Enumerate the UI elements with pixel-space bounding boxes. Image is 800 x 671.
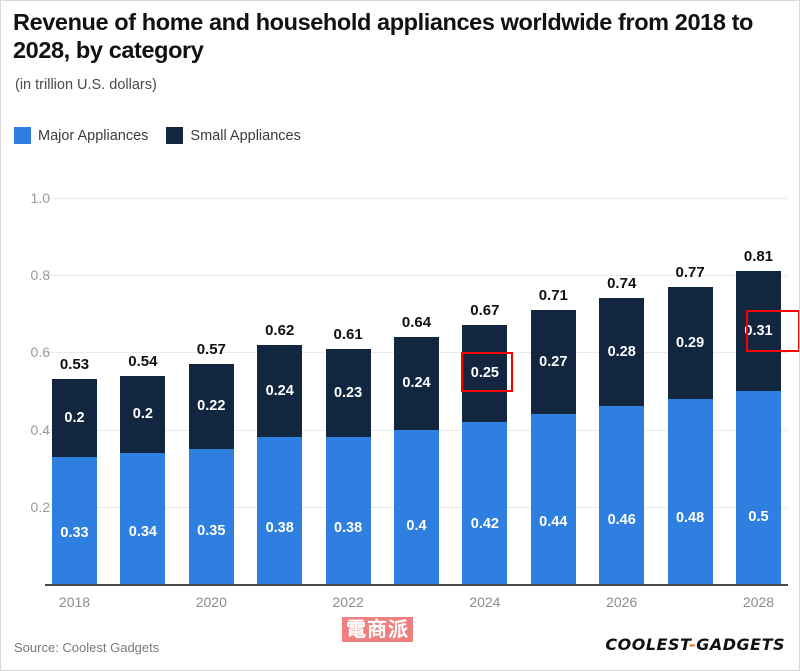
bar-total-label: 0.71 xyxy=(538,286,568,304)
bar-segment-major-appliances[interactable]: 0.4 xyxy=(394,429,439,584)
bar-group[interactable]: 0.48 0.29 0.77 xyxy=(667,264,713,584)
bar-total-label: 0.67 xyxy=(470,302,500,320)
bar-value-label: 0.29 xyxy=(675,334,705,351)
bar-segment-major-appliances[interactable]: 0.48 xyxy=(667,398,713,584)
bar-segment-major-appliances[interactable]: 0.33 xyxy=(52,456,97,584)
bar-segment-small-appliances[interactable]: 0.28 xyxy=(599,298,645,407)
bar-group[interactable]: 0.34 0.2 0.54 xyxy=(120,353,166,584)
bar-value-label: 0.42 xyxy=(470,516,499,533)
bar-group[interactable]: 0.46 0.28 0.74 xyxy=(599,275,645,584)
bar-segment-major-appliances[interactable]: 0.46 xyxy=(599,406,645,584)
bar-total-label: 0.77 xyxy=(675,263,705,281)
bar-group[interactable]: 0.35 0.22 0.57 xyxy=(188,341,234,584)
chart-legend: Major Appliances Small Appliances xyxy=(14,127,301,144)
bar-segment-small-appliances[interactable]: 0.2 xyxy=(120,375,166,453)
bar-value-label: 0.33 xyxy=(60,524,89,541)
chart-subtitle: (in trillion U.S. dollars) xyxy=(15,77,157,94)
bar-segment-major-appliances[interactable]: 0.44 xyxy=(530,414,576,584)
x-axis-tick-label: 2022 xyxy=(332,594,364,610)
bar-value-label: 0.35 xyxy=(197,522,226,539)
bar-segment-small-appliances[interactable]: 0.29 xyxy=(667,286,713,399)
legend-item-2[interactable]: Small Appliances xyxy=(166,127,301,144)
bar-value-label: 0.5 xyxy=(748,508,769,525)
bar-value-label: 0.48 xyxy=(675,510,705,527)
x-axis-tick-label: 2024 xyxy=(469,594,501,610)
gridline xyxy=(45,198,788,199)
bar-group[interactable]: 0.42 0.25 0.67 xyxy=(462,302,508,584)
bar-segment-small-appliances[interactable]: 0.27 xyxy=(530,309,576,415)
bar-total-label: 0.74 xyxy=(607,275,637,293)
bar-segment-major-appliances[interactable]: 0.5 xyxy=(736,391,781,584)
bar-segment-small-appliances[interactable]: 0.23 xyxy=(325,348,371,438)
bar-total-label: 0.54 xyxy=(128,352,158,370)
page-title: Revenue of home and household appliances… xyxy=(13,9,753,63)
bar-value-label: 0.23 xyxy=(333,384,363,401)
chart-header: Revenue of home and household appliances… xyxy=(13,9,789,93)
legend-label: Small Appliances xyxy=(190,127,301,144)
legend-item-1[interactable]: Major Appliances xyxy=(14,127,148,144)
bar-segment-major-appliances[interactable]: 0.38 xyxy=(257,437,303,584)
y-axis-tick-label: 0.6 xyxy=(30,344,50,361)
bar-value-label: 0.4 xyxy=(406,518,427,535)
brand-dash: - xyxy=(689,635,697,654)
bar-segment-small-appliances[interactable]: 0.24 xyxy=(257,344,303,438)
x-axis-line xyxy=(45,584,788,586)
bar-segment-small-appliances[interactable]: 0.2 xyxy=(52,379,97,457)
y-axis-tick-label: 1.0 xyxy=(30,190,50,206)
legend-swatch-icon xyxy=(14,127,31,144)
bar-value-label: 0.24 xyxy=(402,375,431,392)
bar-segment-small-appliances[interactable]: 0.24 xyxy=(394,336,439,430)
bar-total-label: 0.64 xyxy=(401,313,432,331)
bar-value-label: 0.2 xyxy=(132,405,153,422)
bar-segment-major-appliances[interactable]: 0.42 xyxy=(462,421,508,584)
bar-total-label: 0.61 xyxy=(333,325,363,343)
bar-group[interactable]: 0.38 0.23 0.61 xyxy=(325,326,371,584)
legend-swatch-icon xyxy=(166,127,184,144)
bar-group[interactable]: 0.33 0.2 0.53 xyxy=(52,356,97,584)
bar-value-label: 0.44 xyxy=(539,514,568,531)
bar-value-label: 0.2 xyxy=(64,409,85,426)
bar-total-label: 0.81 xyxy=(743,248,774,266)
y-axis-tick-label: 0.4 xyxy=(30,421,50,438)
bar-value-label: 0.34 xyxy=(128,523,157,540)
bar-segment-major-appliances[interactable]: 0.34 xyxy=(120,452,166,584)
bar-value-label: 0.27 xyxy=(539,353,568,370)
brand-logo: COOLEST-GADGETS xyxy=(605,635,785,654)
x-axis-tick-label: 2026 xyxy=(606,594,638,610)
bar-value-label: 0.24 xyxy=(265,382,294,399)
bar-value-label: 0.22 xyxy=(197,398,226,415)
gridline xyxy=(45,275,788,277)
x-axis-tick-label: 2020 xyxy=(195,594,227,610)
brand-left: COOLEST xyxy=(605,635,690,654)
bar-value-label: 0.46 xyxy=(607,512,636,529)
bar-value-label: 0.38 xyxy=(265,520,294,537)
bar-segment-small-appliances[interactable]: 0.25 xyxy=(462,325,508,422)
x-axis-tick-label: 2028 xyxy=(742,594,775,610)
watermark: 電商派 xyxy=(342,617,413,642)
bar-group[interactable]: 0.38 0.24 0.62 xyxy=(257,322,303,584)
bar-group[interactable]: 0.44 0.27 0.71 xyxy=(530,287,576,584)
source-note: Source: Coolest Gadgets xyxy=(14,640,160,655)
bar-segment-small-appliances[interactable]: 0.31 xyxy=(736,271,781,391)
bar-total-label: 0.57 xyxy=(196,340,226,358)
bar-value-label: 0.38 xyxy=(333,520,363,537)
x-axis-tick-label: 2018 xyxy=(58,594,91,610)
legend-label: Major Appliances xyxy=(38,127,149,144)
bar-segment-small-appliances[interactable]: 0.22 xyxy=(188,364,234,449)
bar-value-label: 0.28 xyxy=(607,344,636,361)
bar-value-label: 0.25 xyxy=(470,365,499,382)
y-axis-tick-label: 0.8 xyxy=(30,267,50,284)
bar-total-label: 0.62 xyxy=(265,321,295,339)
bar-group[interactable]: 0.5 0.31 0.81 xyxy=(736,248,781,584)
brand-right: GADGETS xyxy=(696,635,785,654)
bar-segment-major-appliances[interactable]: 0.35 xyxy=(188,448,234,584)
bar-group[interactable]: 0.4 0.24 0.64 xyxy=(394,314,439,584)
bar-total-label: 0.53 xyxy=(59,356,90,374)
bar-value-label: 0.31 xyxy=(744,322,773,339)
bar-segment-major-appliances[interactable]: 0.38 xyxy=(325,437,371,584)
y-axis-tick-label: 0.2 xyxy=(30,498,50,515)
